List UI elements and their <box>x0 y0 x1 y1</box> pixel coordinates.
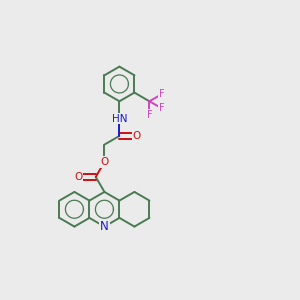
Text: O: O <box>74 172 83 182</box>
Text: F: F <box>159 103 164 113</box>
Text: O: O <box>133 131 141 141</box>
Text: HN: HN <box>112 114 127 124</box>
Text: F: F <box>159 89 164 99</box>
Text: O: O <box>100 157 109 167</box>
Text: N: N <box>100 220 109 233</box>
Text: F: F <box>147 110 152 120</box>
